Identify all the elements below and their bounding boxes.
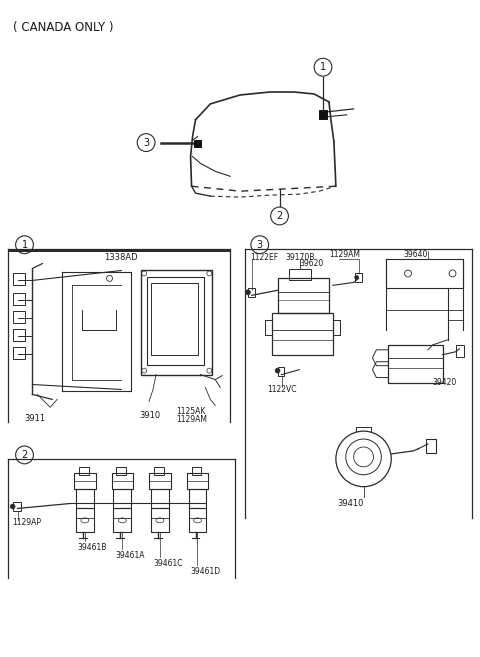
Bar <box>319 110 327 119</box>
Bar <box>154 467 164 475</box>
Bar <box>12 311 24 323</box>
Text: 39461C: 39461C <box>153 559 182 568</box>
Bar <box>426 439 436 453</box>
Bar <box>187 473 208 489</box>
Bar <box>12 293 24 306</box>
Circle shape <box>245 290 251 295</box>
Bar <box>192 467 202 475</box>
Bar <box>456 345 464 357</box>
Text: 39420: 39420 <box>433 378 457 386</box>
Text: 1: 1 <box>320 62 326 72</box>
Bar <box>277 279 329 313</box>
Bar <box>230 249 231 422</box>
Bar <box>248 288 255 297</box>
Text: 1129AM: 1129AM <box>176 415 207 424</box>
Bar <box>12 329 24 341</box>
Text: 3: 3 <box>143 137 149 148</box>
Bar <box>8 249 9 422</box>
Bar <box>355 273 361 283</box>
Text: 2: 2 <box>22 450 28 460</box>
Bar <box>12 501 21 511</box>
Bar <box>272 313 333 355</box>
Bar <box>151 489 169 509</box>
Bar <box>8 249 230 252</box>
Bar <box>189 489 206 509</box>
Bar <box>113 489 131 509</box>
Circle shape <box>275 368 280 373</box>
Bar <box>12 273 24 285</box>
Bar <box>289 269 311 281</box>
Bar <box>151 283 199 355</box>
Bar <box>277 367 285 376</box>
Bar <box>189 509 206 532</box>
Text: 39461A: 39461A <box>116 551 145 560</box>
Bar <box>111 473 133 489</box>
Text: 39410: 39410 <box>337 499 363 508</box>
Text: 1338AD: 1338AD <box>105 253 138 261</box>
Bar <box>149 473 171 489</box>
Bar <box>147 277 204 365</box>
Text: 1129AM: 1129AM <box>329 250 360 259</box>
Circle shape <box>10 504 15 509</box>
Bar <box>388 345 443 382</box>
Circle shape <box>355 275 359 279</box>
Bar <box>193 139 202 147</box>
Text: 1122EF: 1122EF <box>250 253 278 261</box>
Bar <box>141 271 212 374</box>
Text: ( CANADA ONLY ): ( CANADA ONLY ) <box>12 20 113 34</box>
Bar <box>74 473 96 489</box>
Bar <box>76 509 94 532</box>
Bar <box>117 467 126 475</box>
Text: 39461D: 39461D <box>191 567 221 576</box>
Bar <box>113 509 131 532</box>
Text: 1125AK: 1125AK <box>176 407 205 417</box>
Bar <box>76 489 94 509</box>
Text: 1129AP: 1129AP <box>12 518 42 528</box>
Text: 3911: 3911 <box>24 415 46 423</box>
Text: 1: 1 <box>22 240 27 250</box>
Text: 39620: 39620 <box>300 259 324 267</box>
Text: 2: 2 <box>276 211 283 221</box>
Text: 39461B: 39461B <box>78 543 107 552</box>
Text: 1122VC: 1122VC <box>268 384 297 394</box>
Text: 39640: 39640 <box>403 250 428 259</box>
Text: 3: 3 <box>257 240 263 250</box>
Bar <box>151 509 169 532</box>
Text: 3910: 3910 <box>139 411 160 420</box>
Text: 39170B: 39170B <box>286 253 315 261</box>
Bar <box>79 467 89 475</box>
Bar <box>12 347 24 359</box>
